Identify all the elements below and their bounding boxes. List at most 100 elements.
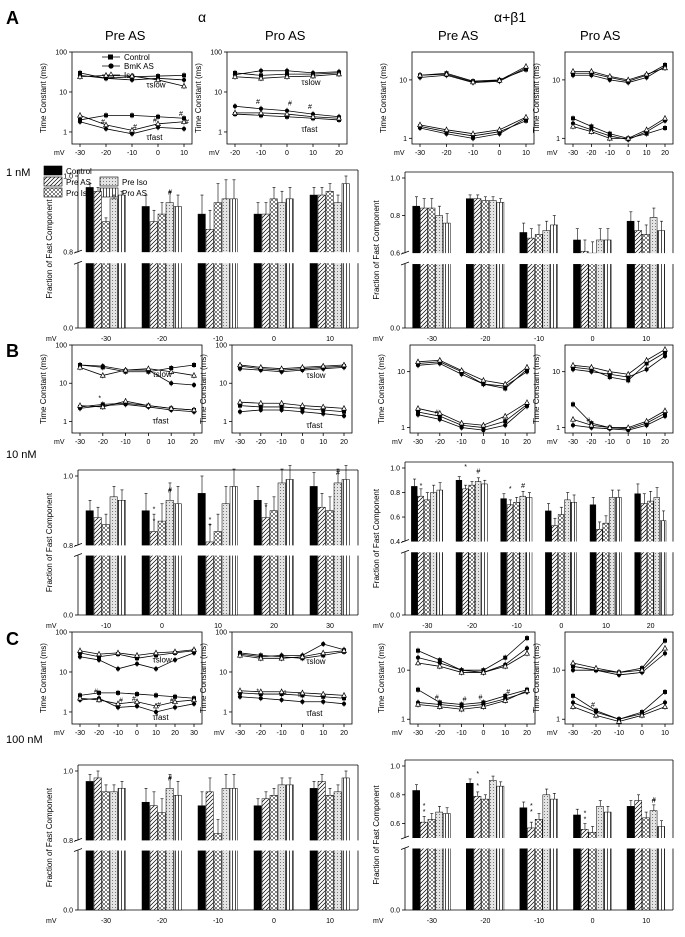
x-tick-label: 10: [319, 730, 327, 737]
data-point: [643, 356, 650, 363]
significance-mark: *: [530, 809, 533, 816]
series-line: [572, 640, 666, 673]
data-point: [278, 654, 285, 661]
bar: [173, 503, 182, 616]
bar: [325, 795, 334, 911]
data-point: [436, 703, 443, 709]
bar: [197, 805, 206, 911]
bar: [197, 213, 206, 329]
bar: [596, 806, 604, 911]
data-point: [644, 367, 649, 372]
x-tick-label: 0: [146, 439, 150, 446]
panel-letter-b: B: [6, 341, 19, 361]
x-tick-label: -10: [256, 150, 266, 157]
data-point: [172, 705, 178, 710]
y-tick-label: 10: [552, 668, 560, 675]
series-line: [572, 117, 666, 139]
bar: [205, 229, 214, 329]
line-legend-bmk: BmK AS: [124, 62, 154, 71]
significance-mark: *: [584, 816, 587, 823]
line-chart-C-tau-ab-proAS: 1 10 -30 -20 -10 0 10 # Time Constant (ms) mV: [532, 631, 674, 737]
tau-slow-label: τslow: [153, 370, 172, 379]
data-point: [415, 412, 421, 417]
x-tick-label: 20: [340, 730, 348, 737]
data-point: [625, 424, 632, 430]
significance-mark: #: [170, 697, 174, 704]
y-tick-label: 0.6: [390, 821, 400, 828]
data-point: [237, 361, 243, 368]
data-point: [155, 120, 161, 126]
data-point: [570, 68, 576, 74]
y-axis-label: Time Constant (ms): [379, 63, 388, 133]
break-mark: [73, 553, 83, 557]
data-point: [570, 703, 576, 709]
y-tick-label: 10: [59, 89, 67, 96]
data-point: [524, 646, 530, 651]
x-tick-label: -10: [614, 730, 624, 737]
bar: [269, 795, 278, 911]
x-tick-label: 10: [326, 336, 334, 343]
data-point: [643, 417, 650, 424]
data-point: [616, 669, 622, 675]
data-point: [417, 71, 423, 78]
data-point: [129, 72, 135, 79]
plot-frame: [226, 51, 348, 145]
bar: [141, 510, 150, 616]
plot-frame: [564, 51, 674, 145]
legend-marker-bmk: [108, 63, 114, 69]
data-point: [662, 114, 668, 121]
y-axis-label: Time Constant (ms): [377, 354, 386, 424]
bar: [653, 497, 660, 616]
y-tick-label: 100: [55, 630, 67, 637]
data-point: [77, 402, 83, 408]
bar-legend-swatch-pro-iso: [43, 187, 63, 198]
y-tick-label: 1: [223, 709, 227, 716]
bar: [109, 198, 118, 329]
series-line: [572, 349, 666, 375]
x-unit-label: mV: [547, 730, 558, 737]
bar: [534, 819, 543, 911]
x-tick-label: 10: [642, 918, 650, 925]
bar: [101, 524, 110, 616]
data-point: [284, 68, 290, 73]
x-unit-label: mV: [214, 439, 225, 446]
bar: [513, 502, 520, 616]
significance-mark: #: [336, 470, 340, 477]
data-point: [589, 369, 594, 374]
bar: [93, 517, 102, 616]
data-point: [436, 409, 443, 416]
tau-slow-label: τslow: [306, 371, 325, 380]
data-point: [341, 647, 347, 653]
conc-label-1nm: 1 nM: [6, 167, 30, 179]
data-point: [662, 703, 668, 709]
alpha-title: α: [198, 9, 206, 25]
data-point: [496, 126, 503, 132]
data-point: [663, 638, 667, 643]
data-point: [278, 365, 285, 371]
bar: [423, 499, 431, 616]
y-axis-label: Fraction of Fast Component: [372, 488, 381, 588]
series-line: [417, 359, 528, 385]
x-tick-label: -30: [568, 439, 578, 446]
data-point: [77, 73, 83, 79]
data-point: [181, 118, 187, 124]
data-point: [104, 113, 108, 118]
x-unit-label: mV: [54, 730, 65, 737]
x-tick-label: 0: [135, 730, 139, 737]
bar: [412, 790, 420, 911]
significance-mark: #: [168, 487, 172, 494]
data-point: [103, 72, 109, 78]
series-line: [239, 401, 345, 409]
bar-legend-swatch-pre-as: [43, 176, 63, 187]
y-tick-label: 0.0: [390, 613, 400, 620]
x-unit-label: mV: [547, 150, 558, 157]
plot-frame: [409, 344, 536, 434]
col-label-pre-as-alpha: Pre AS: [105, 28, 146, 43]
y-tick-label: 100: [55, 343, 67, 350]
x-unit-label: mV: [373, 918, 384, 925]
x-tick-label: -20: [480, 918, 490, 925]
data-point: [470, 136, 476, 141]
data-point: [181, 126, 187, 131]
tau-fast-label: τfast: [153, 713, 170, 722]
significance-mark: *: [464, 464, 467, 471]
